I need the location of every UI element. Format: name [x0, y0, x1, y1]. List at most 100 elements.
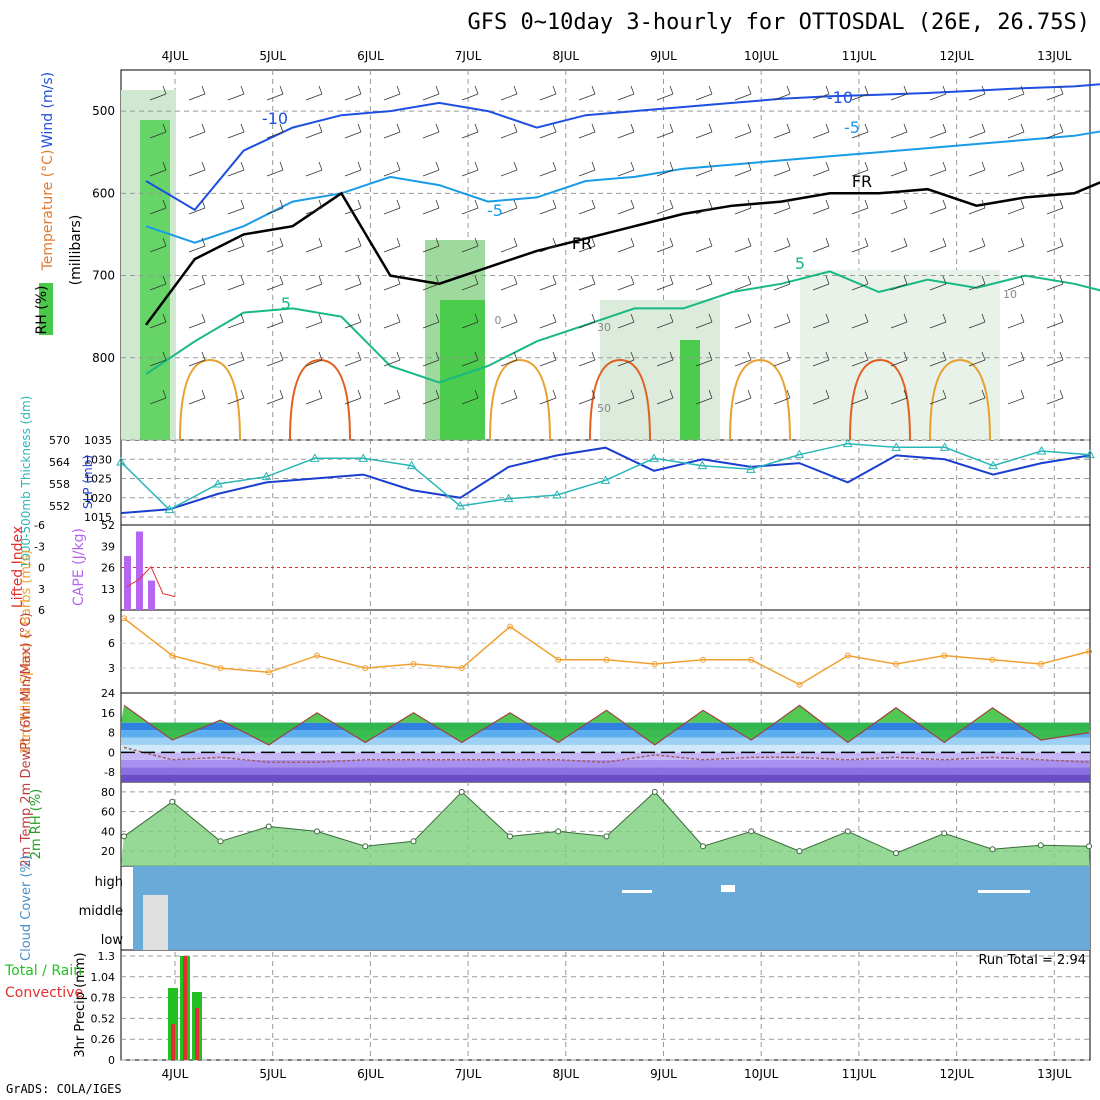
wind-barb [513, 85, 518, 95]
wind-barb [1020, 237, 1025, 247]
wind-barb [1046, 207, 1064, 215]
wind-barb [734, 397, 752, 405]
wind-barb [383, 397, 401, 405]
wind-speed-marker [796, 681, 803, 688]
wind-barb [903, 161, 908, 171]
wind-barb [539, 397, 557, 405]
wind-barb [1007, 321, 1025, 329]
wind-speed-marker [265, 669, 272, 676]
wind-barb [500, 397, 518, 405]
wind-barb [734, 245, 752, 253]
chart-title: GFS 0~10day 3-hourly for OTTOSDAL (26E, … [467, 10, 1090, 35]
wind-barb [1059, 389, 1064, 399]
date-label-top: 5JUL [259, 49, 286, 63]
wind-barb [929, 397, 947, 405]
wind-barb [903, 275, 908, 285]
date-label-bottom: 9JUL [650, 1067, 677, 1081]
warm-contour [849, 358, 911, 441]
rh-marker [1037, 842, 1044, 849]
wind-barb [240, 123, 245, 133]
contour-label: 50 [597, 402, 611, 415]
wind-barb [1059, 313, 1064, 323]
wind-barb [357, 199, 362, 209]
wind-barb [201, 389, 206, 399]
wind-barb [929, 321, 947, 329]
date-label-top: 8JUL [552, 49, 579, 63]
wind-barb [188, 359, 206, 367]
wind-barb [890, 169, 908, 177]
wind-barb [786, 85, 791, 95]
pressure-tick-label: 600 [92, 186, 115, 200]
wind-barb [630, 199, 635, 209]
wind-barb [825, 237, 830, 247]
wind-barb [773, 321, 791, 329]
wind-tick-label: 3 [108, 662, 115, 675]
wind-barb [812, 93, 830, 101]
wind-barb [279, 351, 284, 361]
wind-barb [162, 313, 167, 323]
wind-barb [383, 283, 401, 291]
wind-barb [786, 123, 791, 133]
wind-barb [1046, 93, 1064, 101]
wind-barb [461, 397, 479, 405]
wind-barb [318, 85, 323, 95]
wind-barb [266, 283, 284, 291]
cloud-background [133, 866, 1090, 950]
thickness-marker [358, 453, 369, 462]
wind-barb [669, 199, 674, 209]
wind-barb [1007, 93, 1025, 101]
temperature-band [121, 744, 1090, 753]
wind-barb [513, 351, 518, 361]
rh-marker [314, 828, 320, 835]
wind-barb [1059, 351, 1064, 361]
wind-barb [318, 123, 323, 133]
wind-barb [162, 85, 167, 95]
wind-barb [474, 199, 479, 209]
wind-barb [812, 207, 830, 215]
wind-barb [669, 161, 674, 171]
wind-speed-marker [844, 652, 851, 659]
temperature-band [121, 774, 1090, 782]
wind-barb [851, 321, 869, 329]
wind-barb [188, 283, 206, 291]
wind-barb [656, 283, 674, 291]
wind-barb [227, 321, 245, 329]
wind-barb [162, 237, 167, 247]
wind-barb [734, 131, 752, 139]
wind-barb [1020, 199, 1025, 209]
contour-label: -10 [827, 88, 853, 107]
temperature-area [121, 705, 1090, 745]
rh-shade [140, 120, 170, 440]
wind-barb [344, 131, 362, 139]
wind-barb [227, 131, 245, 139]
wind-speed-marker [603, 656, 610, 663]
wind-barb [812, 131, 830, 139]
wind-barb [812, 397, 830, 405]
cloud-level-label: middle [79, 904, 123, 919]
rh-marker [893, 850, 899, 857]
pressure-tick-label: 500 [92, 104, 115, 118]
wind-barb [968, 397, 986, 405]
cape-tick-label: 52 [101, 519, 115, 532]
cloud-level-label: high [95, 875, 123, 890]
rh-marker [217, 838, 224, 845]
warm-contour [929, 358, 991, 441]
wind-barb [786, 389, 791, 399]
wind-barb [474, 85, 479, 95]
wind-barb [591, 389, 596, 399]
wind-barb [786, 351, 791, 361]
temperature-contour-5 [145, 270, 1100, 384]
wind-barb [656, 93, 674, 101]
wind-barb [149, 169, 167, 177]
wind-barb [552, 123, 557, 133]
temperature-tick-label: 24 [101, 687, 115, 700]
wind-barb [357, 123, 362, 133]
wind-barb [552, 161, 557, 171]
temperature-band [121, 759, 1090, 768]
wind-barb [422, 283, 440, 291]
wind-barb [266, 131, 284, 139]
wind-barb [864, 275, 869, 285]
wind-barb [539, 283, 557, 291]
wind-barb [162, 123, 167, 133]
wind-barb [474, 237, 479, 247]
